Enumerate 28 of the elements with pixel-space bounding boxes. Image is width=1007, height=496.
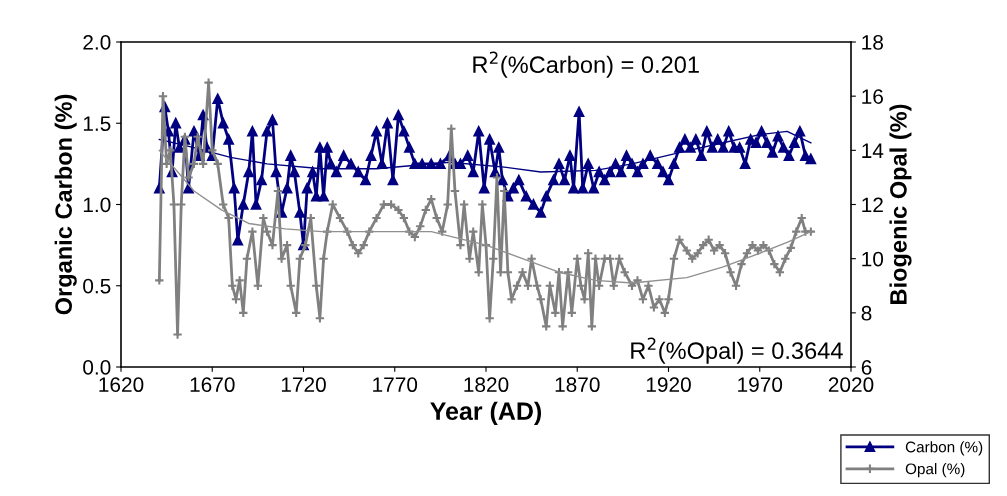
- x-tick-label: 1920: [646, 377, 691, 393]
- y-tick-label: 1.5: [83, 116, 111, 131]
- x-tick-label: 1820: [464, 377, 509, 393]
- x-tick-label: 2020: [828, 377, 874, 393]
- y-tick-label: 2.0: [83, 35, 111, 50]
- x-tick-label: 1670: [190, 377, 235, 393]
- y2-tick-label: 6: [861, 360, 872, 375]
- y2-tick-label: 10: [862, 251, 884, 267]
- x-tick-label: 1970: [738, 377, 783, 393]
- y2-tick-label: 12: [862, 197, 883, 213]
- legend-label: Carbon (%): [905, 441, 983, 456]
- x-tick-label: 1620: [99, 377, 144, 393]
- y2-tick-label: 18: [862, 35, 883, 50]
- y-tick-label: 0.5: [83, 278, 111, 294]
- y-axis-title: Organic Carbon (%): [54, 94, 77, 315]
- x-tick-label: 1870: [555, 377, 600, 393]
- x-tick-label: 1770: [373, 377, 418, 393]
- y2-tick-label: 16: [862, 89, 883, 104]
- x-tick-label: 1720: [281, 377, 326, 393]
- y-tick-label: 1.0: [83, 197, 111, 213]
- y2-axis-title: Biogenic Opal (%): [889, 104, 912, 304]
- annotation: R$^{2}$(%Carbon) = 0.201: [473, 51, 699, 78]
- y2-tick-label: 14: [862, 143, 884, 158]
- y2-tick-label: 8: [861, 305, 872, 321]
- legend-label: Opal (%): [905, 463, 965, 478]
- annotation: R$^{2}$(%Opal) = 0.3644: [631, 337, 843, 364]
- y-tick-label: 0.0: [83, 360, 111, 375]
- x-axis-title: Year (AD): [430, 401, 542, 425]
